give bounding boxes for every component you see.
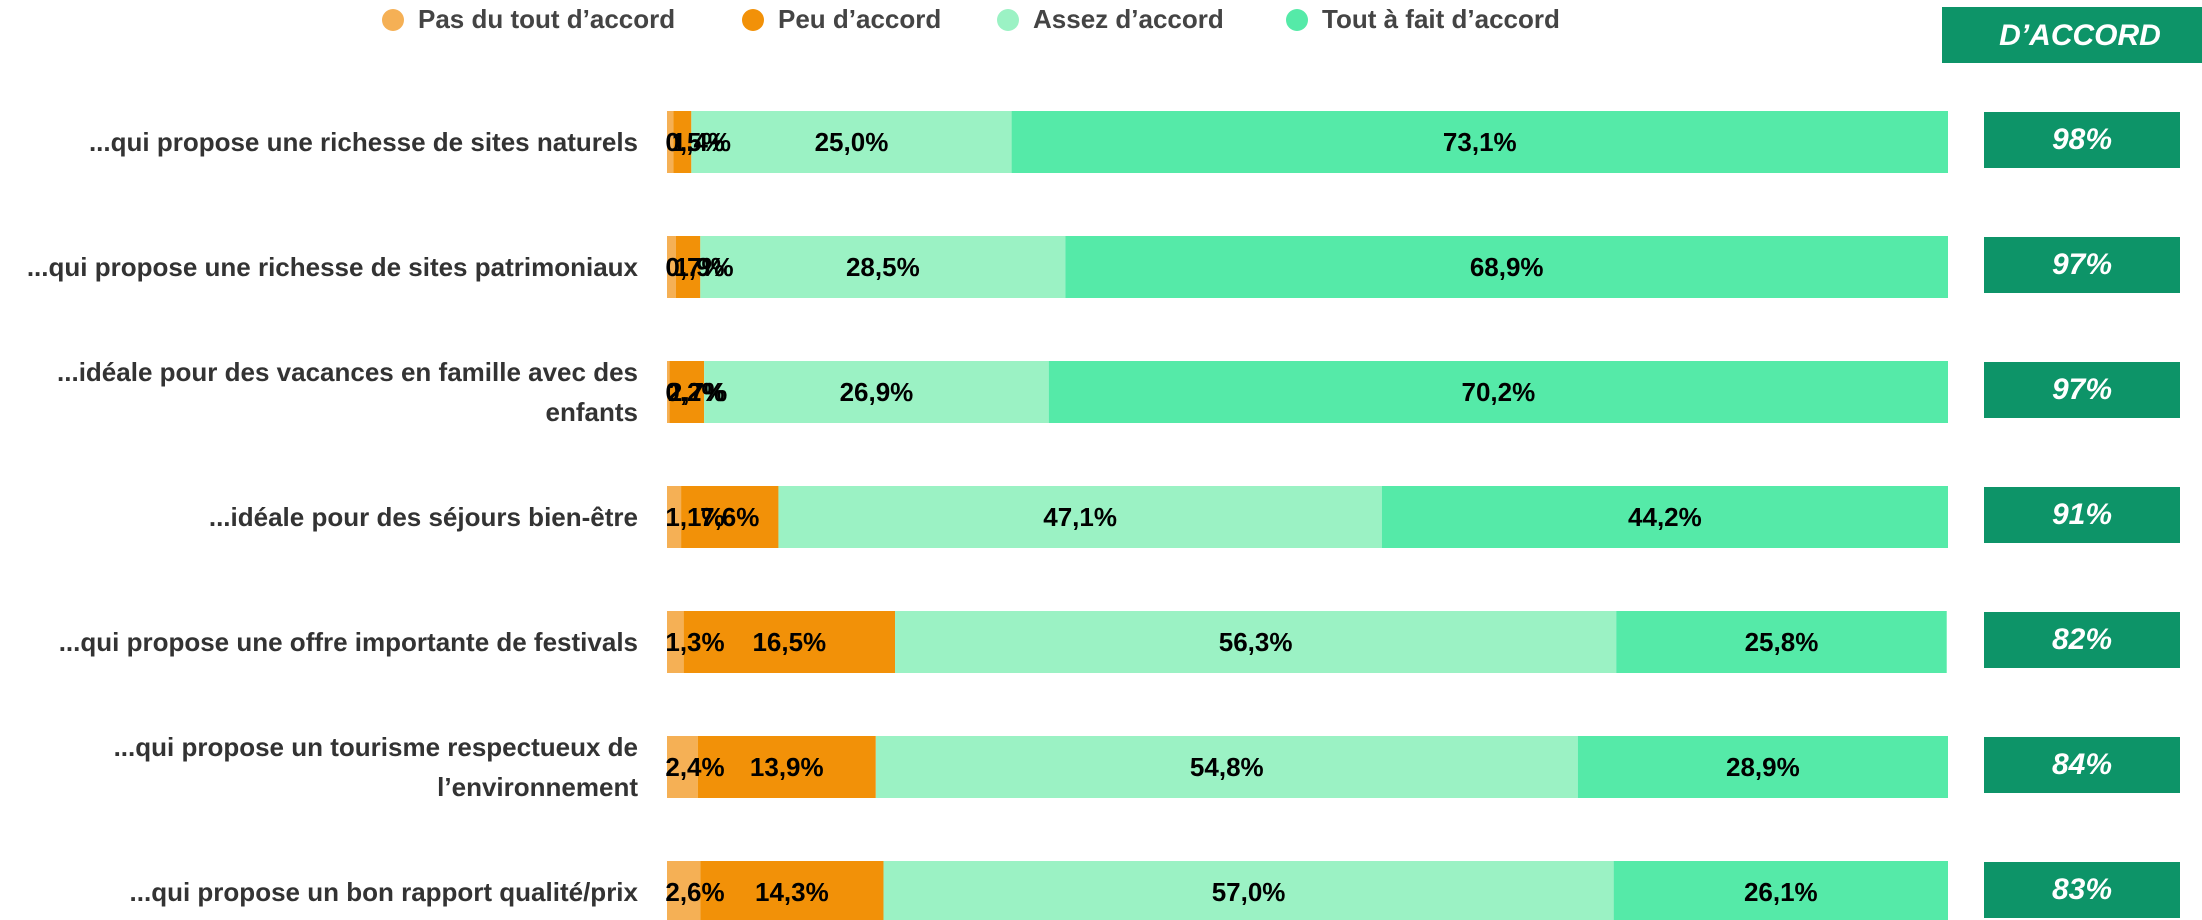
accord-label: 84% (2052, 748, 2112, 781)
data-label: 1,1% (665, 502, 724, 532)
data-label: 28,9% (1726, 752, 1800, 782)
bar-segment (681, 486, 779, 548)
bar-segment (704, 361, 1049, 423)
legend-swatch (382, 9, 404, 31)
data-label: 47,1% (1043, 502, 1117, 532)
data-label: 26,9% (840, 377, 914, 407)
bar-segment (691, 111, 1012, 173)
accord-badge (1984, 862, 2180, 918)
bar-segment (1065, 236, 1948, 298)
bar-segment (700, 236, 1066, 298)
bar-segment (667, 861, 701, 920)
accord-label: 83% (2052, 873, 2112, 906)
header-box (1942, 7, 2202, 63)
data-label: 1,9% (674, 252, 733, 282)
data-label: 0,2% (665, 377, 724, 407)
accord-badge (1984, 737, 2180, 793)
data-label: 44,2% (1628, 502, 1702, 532)
data-label: 57,0% (1212, 877, 1286, 907)
data-label: 0,5% (665, 127, 724, 157)
bar-segment (778, 486, 1382, 548)
accord-label: 98% (2052, 123, 2112, 156)
data-label: 28,5% (846, 252, 920, 282)
category-label: ...qui propose une richesse de sites nat… (88, 127, 638, 157)
accord-label: 91% (2052, 498, 2112, 531)
header-title: D’ACCORD (1999, 19, 2161, 52)
data-label: 2,6% (665, 877, 724, 907)
accord-badge (1984, 612, 2180, 668)
bar-segment (683, 611, 896, 673)
legend-label: Tout à fait d’accord (1322, 4, 1560, 34)
accord-badge (1984, 237, 2180, 293)
category-label: ...qui propose une offre importante de f… (58, 627, 638, 657)
bar-segment (875, 736, 1578, 798)
bar-segment (667, 611, 684, 673)
data-label: 2,7% (668, 377, 727, 407)
data-label: 25,8% (1745, 627, 1819, 657)
category-label: ...qui propose un tourisme respectueux d… (113, 732, 638, 802)
legend-swatch (997, 9, 1019, 31)
bar-segment (1381, 486, 1948, 548)
bar-segment (669, 361, 705, 423)
accord-label: 97% (2052, 373, 2112, 406)
accord-badge (1984, 362, 2180, 418)
data-label: 2,4% (665, 752, 724, 782)
accord-label: 97% (2052, 248, 2112, 281)
bar-segment (1613, 861, 1948, 920)
category-label: ...idéale pour des séjours bien-être (208, 502, 638, 532)
bar-segment (667, 236, 676, 298)
legend-label: Peu d’accord (778, 4, 941, 34)
category-label: ...qui propose une richesse de sites pat… (26, 252, 638, 282)
legend-label: Pas du tout d’accord (418, 4, 675, 34)
bar-segment (1577, 736, 1948, 798)
data-label: 7,6% (700, 502, 759, 532)
accord-label: 82% (2052, 623, 2112, 656)
accord-badge (1984, 487, 2180, 543)
data-label: 0,7% (665, 252, 724, 282)
bar-segment (700, 861, 884, 920)
data-label: 54,8% (1190, 752, 1264, 782)
bar-segment (1616, 611, 1947, 673)
data-label: 1,4% (672, 127, 731, 157)
data-label: 56,3% (1219, 627, 1293, 657)
bar-segment (697, 736, 876, 798)
data-label: 13,9% (750, 752, 824, 782)
data-label: 25,0% (815, 127, 889, 157)
data-label: 16,5% (752, 627, 826, 657)
bar-segment (673, 111, 692, 173)
bar-segment (1048, 361, 1948, 423)
data-label: 14,3% (755, 877, 829, 907)
bar-segment (675, 236, 701, 298)
data-label: 68,9% (1470, 252, 1544, 282)
accord-badge (1984, 112, 2180, 168)
legend-swatch (1286, 9, 1308, 31)
legend-swatch (742, 9, 764, 31)
bar-segment (883, 861, 1614, 920)
bar-segment (667, 111, 674, 173)
data-label: 26,1% (1744, 877, 1818, 907)
bar-segment (1011, 111, 1948, 173)
data-label: 73,1% (1443, 127, 1517, 157)
bar-segment (667, 486, 682, 548)
bar-segment (895, 611, 1617, 673)
bar-segment (667, 736, 698, 798)
legend-label: Assez d’accord (1033, 4, 1224, 34)
category-label: ...qui propose un bon rapport qualité/pr… (129, 877, 638, 907)
category-label: ...idéale pour des vacances en famille a… (57, 357, 638, 427)
bar-segment (667, 361, 670, 423)
data-label: 70,2% (1462, 377, 1536, 407)
data-label: 1,3% (665, 627, 724, 657)
